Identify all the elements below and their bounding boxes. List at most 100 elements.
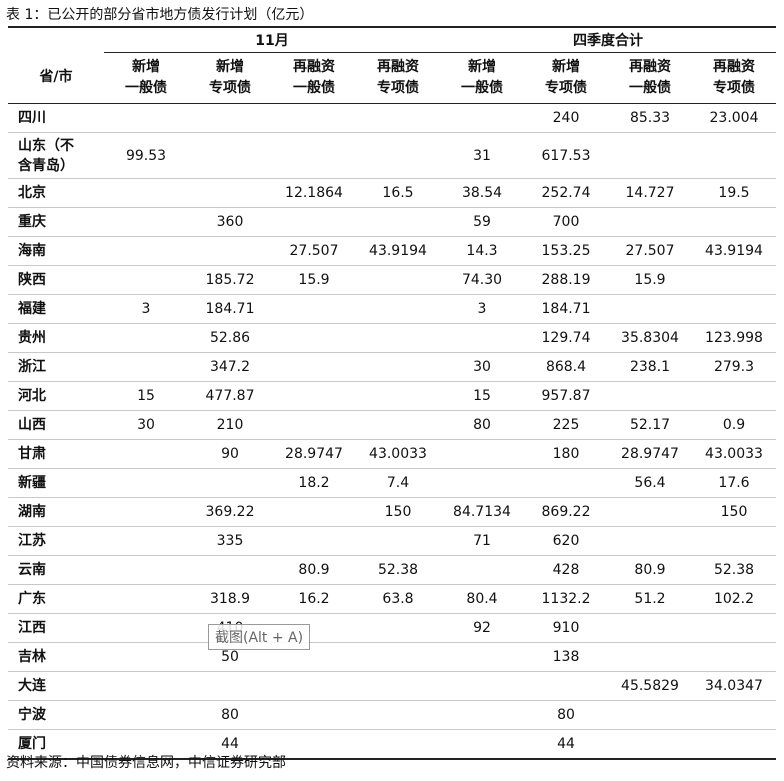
empty-cell: [272, 132, 356, 179]
row-name: 宁波: [18, 707, 46, 723]
empty-cell: [104, 265, 188, 295]
row-name-cell: 福建: [8, 294, 104, 324]
table-row: 贵州 52.86 129.74 35.8304 123.998: [8, 323, 776, 353]
row-name: 湖南: [18, 504, 46, 520]
empty-cell: [104, 584, 188, 614]
value-cell: 225: [524, 410, 608, 440]
table-row: 江苏 335 71 620: [8, 526, 776, 556]
row-name: 山东（不含青岛）: [18, 137, 74, 174]
column-header: 再融资 一般债: [272, 52, 356, 104]
row-name-cell: 陕西: [8, 265, 104, 295]
value-cell: 28.9747: [608, 439, 692, 469]
value-cell: 80.9: [272, 555, 356, 585]
empty-cell: [608, 497, 692, 527]
empty-cell: [272, 207, 356, 237]
table-row: 江西41092910: [8, 613, 776, 643]
column-header: 再融资 一般债: [608, 52, 692, 104]
empty-cell: [692, 207, 776, 237]
value-cell: 185.72: [188, 265, 272, 295]
column-header: 新增 专项债: [524, 52, 608, 104]
value-cell: 700: [524, 207, 608, 237]
screenshot-tooltip: 截图(Alt + A): [208, 624, 311, 650]
value-cell: 477.87: [188, 381, 272, 411]
row-name: 福建: [18, 301, 46, 317]
empty-cell: [356, 265, 440, 295]
empty-cell: [608, 613, 692, 643]
top-rule: [8, 26, 776, 28]
row-name-cell: 云南: [8, 555, 104, 585]
value-cell: 27.507: [608, 236, 692, 266]
value-cell: 80: [188, 700, 272, 730]
table-row: 广东 318.9 16.2 63.8 80.4 1132.2 51.2 102.2: [8, 584, 776, 614]
value-cell: 210: [188, 410, 272, 440]
value-cell: 868.4: [524, 352, 608, 382]
empty-cell: [440, 439, 524, 469]
value-cell: 240: [524, 103, 608, 133]
empty-cell: [608, 642, 692, 672]
row-name: 吉林: [18, 649, 46, 665]
table-row: 山西 30 210 80 225 52.17 0.9: [8, 410, 776, 440]
empty-cell: [272, 729, 356, 760]
column-header: 新增 一般债: [104, 52, 188, 104]
value-cell: 279.3: [692, 352, 776, 382]
value-cell: 12.1864: [272, 178, 356, 208]
row-name-cell: 重庆: [8, 207, 104, 237]
empty-cell: [356, 729, 440, 760]
table-title: 表 1：已公开的部分省市地方债发行计划（亿元）: [6, 7, 314, 23]
empty-cell: [188, 671, 272, 701]
value-cell: 52.86: [188, 323, 272, 353]
value-cell: 102.2: [692, 584, 776, 614]
row-name-cell: 贵州: [8, 323, 104, 353]
row-name: 大连: [18, 678, 46, 694]
value-cell: 288.19: [524, 265, 608, 295]
empty-cell: [356, 352, 440, 382]
empty-cell: [692, 265, 776, 295]
value-cell: 56.4: [608, 468, 692, 498]
empty-cell: [356, 613, 440, 643]
value-cell: 138: [524, 642, 608, 672]
row-name-cell: 大连: [8, 671, 104, 701]
empty-cell: [104, 352, 188, 382]
value-cell: 80.4: [440, 584, 524, 614]
empty-cell: [608, 700, 692, 730]
value-cell: 3: [440, 294, 524, 324]
value-cell: 52.17: [608, 410, 692, 440]
value-cell: 869.22: [524, 497, 608, 527]
value-cell: 28.9747: [272, 439, 356, 469]
value-cell: 30: [440, 352, 524, 382]
empty-cell: [272, 526, 356, 556]
value-cell: 51.2: [608, 584, 692, 614]
empty-cell: [356, 700, 440, 730]
value-cell: 123.998: [692, 323, 776, 353]
empty-cell: [440, 671, 524, 701]
value-cell: 17.6: [692, 468, 776, 498]
value-cell: 27.507: [272, 236, 356, 266]
empty-cell: [104, 468, 188, 498]
empty-cell: [104, 729, 188, 760]
column-header: 新增 一般债: [440, 52, 524, 104]
value-cell: 0.9: [692, 410, 776, 440]
empty-cell: [692, 381, 776, 411]
empty-cell: [272, 323, 356, 353]
value-cell: 80: [524, 700, 608, 730]
row-name: 山西: [18, 417, 46, 433]
row-name: 四川: [18, 110, 46, 126]
group-header-row: 11月 四季度合计: [8, 28, 776, 53]
column-header: 省/市: [8, 52, 104, 104]
group-header: 11月: [104, 28, 440, 53]
value-cell: 31: [440, 132, 524, 179]
row-name-cell: 河北: [8, 381, 104, 411]
value-cell: 43.9194: [356, 236, 440, 266]
value-cell: 92: [440, 613, 524, 643]
table-row: 四川 240 85.33 23.004: [8, 103, 776, 133]
value-cell: 238.1: [608, 352, 692, 382]
row-name: 江苏: [18, 533, 46, 549]
row-name: 河北: [18, 388, 46, 404]
empty-cell: [692, 613, 776, 643]
empty-cell: [188, 103, 272, 133]
row-name-cell: 浙江: [8, 352, 104, 382]
empty-cell: [608, 729, 692, 760]
row-name-cell: 江西: [8, 613, 104, 643]
empty-cell: [608, 294, 692, 324]
empty-cell: [104, 555, 188, 585]
